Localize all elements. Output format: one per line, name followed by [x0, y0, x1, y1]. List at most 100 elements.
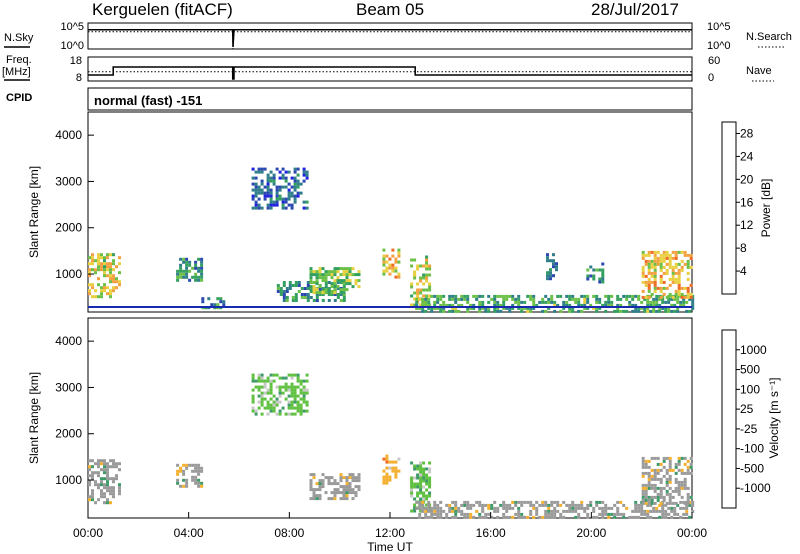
scatter-cell	[665, 271, 669, 275]
scatter-cell	[318, 273, 322, 277]
scatter-cell	[254, 206, 258, 210]
scatter-cell	[266, 412, 270, 416]
scatter-cell	[430, 309, 434, 313]
nsky-label: N.Sky	[4, 32, 34, 44]
scatter-cell	[634, 294, 638, 298]
scatter-cell	[505, 297, 509, 301]
scatter-cell	[680, 268, 684, 272]
scatter-cell	[661, 506, 665, 510]
scatter-cell	[351, 273, 355, 277]
scatter-cell	[100, 468, 103, 472]
scatter-cell	[677, 456, 681, 460]
scatter-cell	[100, 480, 103, 484]
scatter-cell	[327, 497, 331, 501]
scatter-cell	[688, 309, 692, 313]
scatter-cell	[88, 292, 91, 296]
scatter-cell	[478, 303, 482, 307]
scatter-cell	[583, 306, 587, 310]
scatter-cell	[293, 182, 297, 186]
scatter-cell	[257, 167, 261, 171]
scatter-cell	[188, 278, 192, 282]
scatter-cell	[284, 185, 288, 189]
scatter-cell	[263, 185, 267, 189]
scatter-cell	[644, 465, 648, 469]
scatter-cell	[586, 506, 590, 510]
scatter-cell	[647, 259, 651, 263]
scatter-cell	[641, 295, 645, 299]
scatter-cell	[670, 309, 674, 313]
scatter-cell	[583, 506, 587, 510]
scatter-cell	[547, 506, 551, 510]
scatter-cell	[318, 285, 322, 289]
scatter-cell	[330, 291, 334, 295]
scatter-cell	[299, 388, 303, 392]
scatter-cell	[674, 277, 678, 281]
scatter-cell	[345, 479, 349, 483]
scatter-cell	[315, 279, 319, 283]
scatter-cell	[312, 299, 316, 302]
scatter-cell	[342, 288, 346, 292]
scatter-cell	[586, 274, 590, 278]
power-cbar-label: 24	[740, 149, 754, 163]
scatter-cell	[671, 268, 675, 272]
scatter-cell	[281, 200, 285, 204]
scatter-cell	[541, 515, 545, 519]
scatter-cell	[656, 468, 660, 472]
scatter-cell	[290, 203, 294, 207]
scatter-cell	[385, 460, 389, 464]
scatter-cell	[445, 303, 449, 307]
scatter-cell	[282, 284, 286, 287]
scatter-cell	[345, 497, 349, 501]
power-cbar-label: 28	[740, 126, 754, 140]
scatter-cell	[394, 469, 398, 473]
scatter-cell	[683, 462, 687, 466]
scatter-cell	[511, 500, 515, 504]
scatter-cell	[357, 479, 361, 483]
scatter-cell	[586, 300, 590, 304]
scatter-cell	[454, 500, 458, 504]
scatter-cell	[646, 515, 650, 519]
scatter-cell	[275, 197, 279, 201]
scatter-cell	[324, 281, 328, 284]
scatter-cell	[662, 495, 666, 499]
scatter-cell	[653, 265, 657, 269]
scatter-cell	[656, 259, 660, 263]
scatter-cell	[653, 495, 657, 499]
scatter-cell	[517, 506, 521, 510]
scatter-cell	[546, 277, 549, 281]
scatter-cell	[416, 476, 420, 480]
scatter-cell	[309, 497, 313, 501]
scatter-cell	[416, 473, 420, 477]
scatter-cell	[577, 503, 581, 507]
scatter-cell	[686, 265, 690, 269]
scatter-cell	[619, 297, 623, 301]
scatter-cell	[649, 515, 653, 519]
scatter-cell	[260, 385, 264, 389]
scatter-cell	[251, 379, 255, 383]
scatter-cell	[662, 459, 666, 463]
scatter-cell	[670, 515, 674, 519]
scatter-cell	[339, 288, 343, 292]
scatter-cell	[460, 303, 464, 307]
scatter-cell	[419, 467, 423, 471]
scatter-cell	[653, 271, 657, 275]
scatter-cell	[185, 266, 189, 270]
scatter-cell	[604, 509, 608, 513]
scatter-cell	[457, 309, 461, 313]
scatter-cell	[607, 297, 611, 301]
scatter-cell	[266, 182, 270, 186]
scatter-cell	[342, 267, 346, 271]
scatter-cell	[640, 512, 644, 516]
scatter-cell	[91, 495, 94, 499]
scatter-cell	[260, 179, 264, 183]
scatter-cell	[668, 474, 672, 478]
scatter-cell	[254, 170, 258, 174]
scatter-cell	[293, 188, 297, 192]
scatter-cell	[685, 512, 689, 516]
nave-tick-bottom: 0	[708, 72, 714, 84]
scatter-cell	[552, 259, 555, 263]
scatter-cell	[514, 500, 518, 504]
scatter-cell	[394, 269, 398, 273]
scatter-cell	[266, 185, 270, 189]
scatter-cell	[586, 297, 590, 301]
